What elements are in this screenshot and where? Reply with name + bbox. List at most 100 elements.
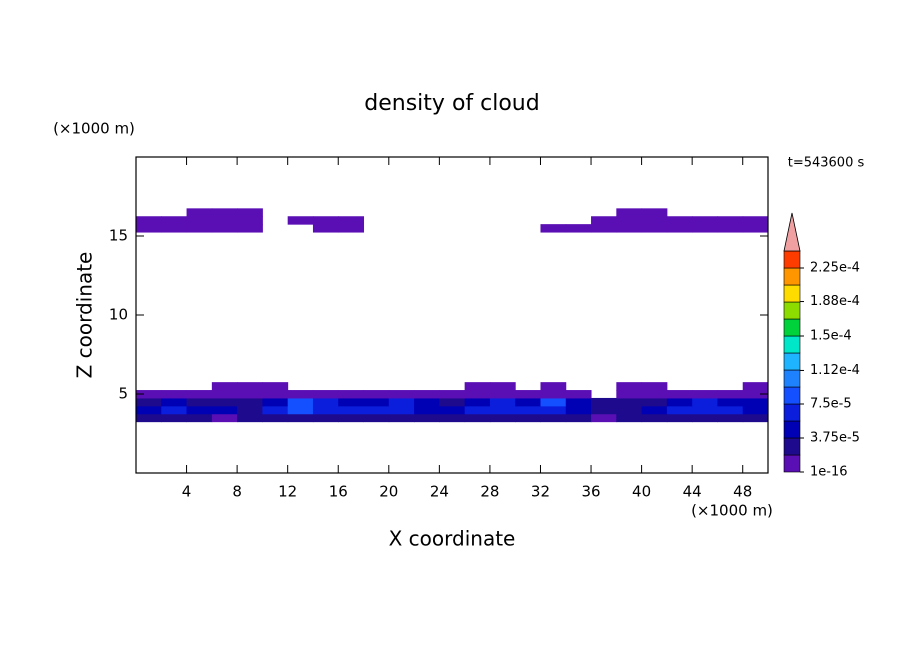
density-cell [287, 405, 314, 415]
colorbar-band [783, 403, 801, 422]
density-cell [161, 216, 188, 225]
x-tick-label: 20 [379, 483, 398, 501]
density-cell [641, 224, 668, 233]
density-cell [136, 397, 162, 407]
density-cell [136, 216, 162, 225]
x-tick-label: 28 [480, 483, 499, 501]
density-cell [439, 405, 466, 415]
density-cell [414, 390, 440, 399]
density-cell [692, 390, 718, 399]
density-cell [312, 397, 339, 407]
density-cell [237, 224, 263, 233]
density-cell [363, 390, 390, 399]
x-tick-label: 44 [683, 483, 702, 501]
density-cell [616, 216, 643, 225]
colorbar-band [783, 352, 801, 371]
density-cell [489, 397, 516, 407]
density-cell [591, 216, 617, 225]
density-cell [312, 224, 339, 233]
density-cell [742, 390, 769, 399]
density-cell [237, 397, 263, 407]
density-cell [211, 390, 238, 399]
colorbar-label: 7.5e-5 [810, 397, 852, 412]
density-cell [287, 397, 314, 407]
colorbar-band [783, 386, 801, 405]
density-cell [717, 413, 744, 423]
density-cell [641, 208, 668, 217]
density-cell [338, 216, 365, 225]
density-cell [338, 413, 365, 423]
density-cell [565, 405, 592, 415]
density-cell [464, 397, 491, 407]
density-cell [262, 413, 289, 423]
density-cell [237, 413, 263, 423]
colorbar-label: 1e-16 [810, 465, 848, 480]
density-cell [312, 413, 339, 423]
density-cell [616, 382, 643, 391]
density-cell [666, 405, 693, 415]
density-cell [237, 216, 263, 225]
density-cell [262, 397, 289, 407]
colorbar-band [783, 369, 801, 388]
density-cell [591, 405, 617, 415]
density-cell [464, 390, 491, 399]
density-cell [136, 390, 162, 399]
y-tick-label: 10 [109, 306, 128, 324]
chart-title: density of cloud [364, 91, 539, 116]
density-cell [186, 390, 213, 399]
density-cell [616, 390, 643, 399]
density-cell [211, 413, 238, 423]
density-cell [692, 224, 718, 233]
y-unit: (×1000 m) [53, 120, 135, 138]
density-cell [161, 413, 188, 423]
density-cell [186, 397, 213, 407]
x-tick-label: 8 [232, 483, 242, 501]
density-cell [312, 405, 339, 415]
density-cell [262, 390, 289, 399]
density-cell [591, 397, 617, 407]
density-cell [641, 405, 668, 415]
density-cell [186, 413, 213, 423]
density-cell [262, 405, 289, 415]
density-cell [338, 397, 365, 407]
density-cell [237, 405, 263, 415]
density-cell [287, 413, 314, 423]
density-cell [161, 405, 188, 415]
density-cell [565, 397, 592, 407]
density-cell [717, 405, 744, 415]
density-cell [439, 413, 466, 423]
x-tick-label: 24 [430, 483, 449, 501]
density-cell [338, 390, 365, 399]
density-cell [363, 405, 390, 415]
density-cell [338, 224, 365, 233]
density-cell [717, 216, 744, 225]
density-cell [161, 390, 188, 399]
density-cell [616, 224, 643, 233]
density-cell [186, 224, 213, 233]
density-cell [666, 224, 693, 233]
density-cell [489, 413, 516, 423]
density-cell [742, 405, 769, 415]
density-cell [464, 405, 491, 415]
density-cell [515, 390, 541, 399]
x-axis-title: X coordinate [389, 527, 516, 551]
density-cell [540, 224, 567, 233]
density-cell [616, 208, 643, 217]
density-cell [565, 224, 592, 233]
density-cell [186, 208, 213, 217]
density-cell [641, 382, 668, 391]
density-cell [616, 413, 643, 423]
colorbar-band [783, 437, 801, 456]
density-cell [692, 405, 718, 415]
density-cell [666, 390, 693, 399]
density-cell [136, 224, 162, 233]
colorbar-label: 1.88e-4 [810, 294, 860, 309]
density-cell [161, 397, 188, 407]
density-cell [666, 397, 693, 407]
x-tick-label: 12 [278, 483, 297, 501]
density-cell [161, 224, 188, 233]
plot-frame [135, 156, 769, 474]
density-cell [540, 382, 567, 391]
density-cell [388, 397, 415, 407]
density-cell [692, 397, 718, 407]
